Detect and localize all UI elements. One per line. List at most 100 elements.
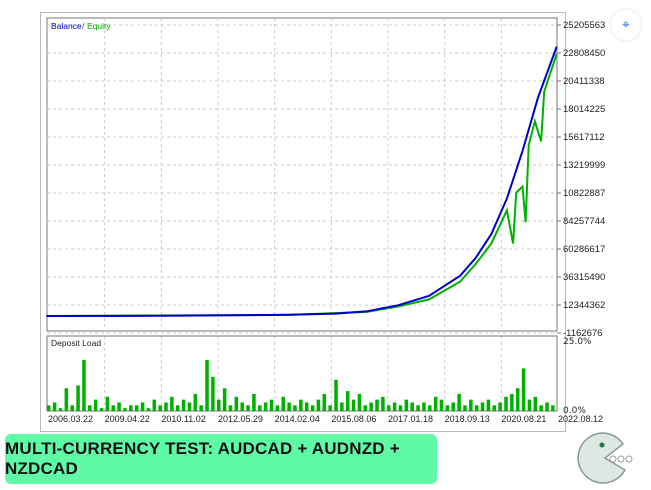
- x-tick-label: 2022.08.12: [558, 414, 603, 424]
- deposit-bar: [70, 405, 74, 411]
- y-tick-label: 36315490: [563, 272, 605, 283]
- deposit-bar: [187, 402, 192, 411]
- y-tick-label: 15617112: [563, 132, 605, 143]
- x-tick-label: 2018.09.13: [445, 414, 490, 424]
- deposit-bar: [504, 396, 508, 411]
- deposit-bar: [47, 405, 51, 411]
- deposit-y-min: 0.0%: [563, 406, 586, 416]
- deposit-bar: [457, 393, 461, 411]
- deposit-bar: [123, 408, 127, 411]
- deposit-bar: [193, 393, 198, 411]
- equity-line: [46, 53, 558, 317]
- deposit-bar: [469, 399, 473, 411]
- deposit-bar: [140, 402, 145, 411]
- deposit-bar: [269, 399, 274, 411]
- deposit-bar: [510, 393, 514, 411]
- deposit-bar: [474, 405, 479, 411]
- chart-svg: 25205563 22808450 20411338 18014225 15617112…: [46, 17, 605, 424]
- deposit-bar: [281, 396, 285, 411]
- deposit-bar: [293, 405, 297, 411]
- main-plot-area: [46, 17, 558, 332]
- deposit-bar: [117, 402, 121, 411]
- x-tick-label: 2020.08.21: [501, 414, 546, 424]
- x-tick-label: 2012.05.29: [218, 414, 263, 424]
- deposit-bar: [275, 405, 280, 411]
- y-tick-label: 13219999: [563, 160, 605, 171]
- deposit-bar: [416, 405, 420, 411]
- deposit-bar: [129, 405, 133, 411]
- deposit-bar: [515, 388, 520, 411]
- deposit-bar: [363, 405, 368, 411]
- deposit-bar: [134, 405, 139, 411]
- deposit-bar: [217, 399, 221, 411]
- y-tick-label: -1162676: [563, 328, 602, 339]
- deposit-bar: [222, 388, 227, 411]
- deposit-bar: [445, 405, 450, 411]
- x-tick-label: 2009.04.22: [105, 414, 150, 424]
- deposit-bar: [234, 396, 239, 411]
- deposit-bar: [345, 391, 350, 411]
- y-tick-label: 20411338: [563, 76, 605, 87]
- deposit-bar: [433, 396, 438, 411]
- deposit-bar: [316, 399, 321, 411]
- y-tick-label: 84257744: [563, 216, 605, 227]
- deposit-bar: [451, 402, 455, 411]
- deposit-bar: [105, 396, 110, 411]
- deposit-bar: [258, 405, 262, 411]
- deposit-bar: [228, 405, 233, 411]
- deposit-bar: [439, 399, 444, 411]
- deposit-bar: [521, 368, 526, 411]
- side-panel: [565, 0, 651, 430]
- title-banner: MULTI-CURRENCY TEST: AUDCAD + AUDNZD + N…: [5, 434, 437, 484]
- deposit-bar: [533, 396, 538, 411]
- deposit-bar: [351, 399, 356, 411]
- deposit-bar: [199, 405, 203, 411]
- deposit-bar: [111, 405, 115, 411]
- deposit-bar: [310, 405, 315, 411]
- deposit-bar: [240, 402, 244, 411]
- deposit-bar: [422, 402, 426, 411]
- deposit-bar: [539, 405, 543, 411]
- y-tick-label: 12344362: [563, 300, 605, 311]
- deposit-bar: [410, 402, 414, 411]
- y-tick-label: 22808450: [563, 48, 605, 59]
- pacman-logo: [577, 432, 633, 484]
- deposit-bar: [527, 399, 532, 411]
- deposit-bar: [299, 399, 303, 411]
- x-tick-label: 2006.03.22: [48, 414, 93, 424]
- deposit-bar: [263, 402, 268, 411]
- deposit-bar: [164, 402, 168, 411]
- deposit-bar: [58, 408, 63, 411]
- deposit-bar: [158, 405, 162, 411]
- deposit-bar: [328, 405, 332, 411]
- y-tick-label: 18014225: [563, 104, 605, 115]
- deposit-bar: [246, 405, 250, 411]
- deposit-bar: [252, 393, 256, 411]
- y-tick-label: 10822887: [563, 188, 605, 199]
- deposit-bar: [387, 405, 391, 411]
- deposit-bar: [76, 385, 80, 411]
- deposit-bar: [551, 405, 555, 411]
- deposit-bar: [357, 393, 362, 411]
- deposit-bar: [175, 405, 180, 411]
- y-tick-label: 60286617: [563, 244, 605, 255]
- legend-separator: /: [82, 21, 85, 31]
- legend-balance: Balance: [51, 21, 82, 31]
- deposit-bar: [340, 402, 344, 411]
- deposit-bar: [498, 402, 502, 411]
- x-tick-label: 2015.08.06: [331, 414, 376, 424]
- deposit-bar: [404, 399, 409, 411]
- deposit-bar: [99, 408, 104, 411]
- deposit-bar: [146, 408, 151, 411]
- deposit-bar: [480, 402, 485, 411]
- y-tick-label: 25205563: [563, 20, 605, 31]
- x-tick-label: 2017.01.18: [388, 414, 433, 424]
- deposit-bar: [64, 388, 69, 411]
- deposit-bar: [392, 402, 397, 411]
- balance-line: [46, 46, 558, 317]
- x-tick-label: 2014.02.04: [275, 414, 320, 424]
- deposit-bar: [492, 405, 497, 411]
- scan-icon[interactable]: ⌖: [611, 10, 641, 40]
- deposit-bar: [205, 359, 209, 411]
- deposit-bar: [304, 402, 309, 411]
